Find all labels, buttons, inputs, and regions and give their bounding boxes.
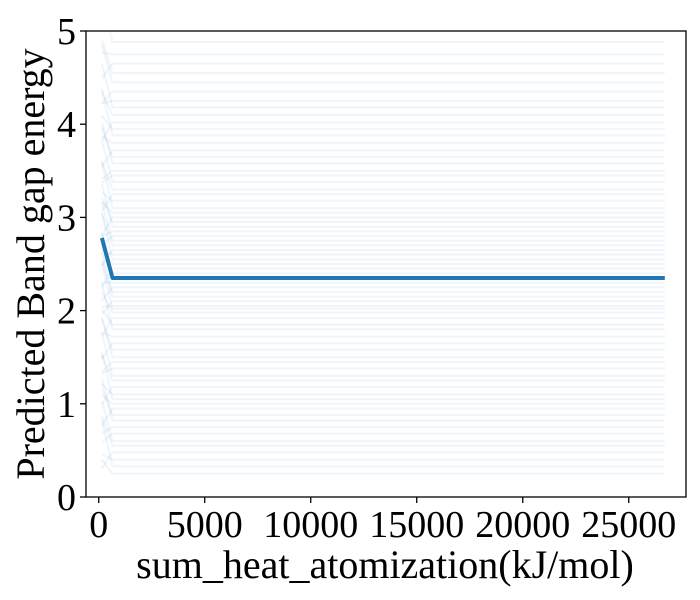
ice-curve xyxy=(101,383,665,396)
ice-curve xyxy=(101,286,665,302)
ice-curve xyxy=(100,39,665,74)
ice-curve xyxy=(101,191,665,202)
y-tick-label: 0 xyxy=(57,477,76,519)
ice-curve xyxy=(101,300,665,315)
ice-curve xyxy=(100,260,665,298)
ice-curve xyxy=(101,386,665,406)
ice-curve xyxy=(100,183,665,228)
ice-curve xyxy=(100,213,665,247)
x-tick-label: 10000 xyxy=(263,504,358,546)
ice-curve xyxy=(100,196,665,224)
ice-curve xyxy=(101,121,665,142)
ice-curve xyxy=(101,169,665,180)
ice-curve xyxy=(101,250,665,256)
y-tick-label: 1 xyxy=(57,384,76,426)
x-axis-ticks: 0 5000 10000 15000 20000 25000 xyxy=(89,497,676,546)
x-tick-label: 25000 xyxy=(581,504,676,546)
ice-curve xyxy=(100,419,665,468)
ice-curve xyxy=(101,135,665,144)
ice-curve xyxy=(100,332,665,377)
ice-curve xyxy=(101,290,665,314)
ice-curve xyxy=(101,149,665,168)
y-axis-label: Predicted Band gap energy xyxy=(8,48,53,479)
ice-curve xyxy=(100,318,665,351)
ice-curve xyxy=(101,317,665,338)
plot-frame xyxy=(85,30,687,498)
ice-curve xyxy=(101,453,665,461)
ice-curve xyxy=(100,213,665,261)
ice-curve xyxy=(101,249,665,266)
ice-curve xyxy=(100,122,665,165)
x-tick-label: 0 xyxy=(89,504,108,546)
ice-curves xyxy=(100,31,665,475)
ice-curve xyxy=(101,174,665,184)
ice-curve xyxy=(101,62,665,79)
ice-curve xyxy=(100,161,665,191)
ice-curve xyxy=(100,387,665,416)
x-tick-label: 5000 xyxy=(167,504,243,546)
y-tick-label: 4 xyxy=(57,104,76,146)
ice-curve xyxy=(100,317,665,359)
ice-curve xyxy=(101,230,665,237)
ice-curve xyxy=(101,115,665,130)
ice-curve xyxy=(100,282,665,331)
ice-curve xyxy=(101,267,665,288)
ice-curve xyxy=(101,308,665,326)
y-tick-label: 5 xyxy=(57,11,76,53)
ice-curve xyxy=(101,451,665,470)
ice-curve xyxy=(100,201,665,242)
ice-curve xyxy=(100,415,665,447)
ice-curve xyxy=(101,51,665,56)
ice-curve xyxy=(100,161,665,210)
x-axis-label: sum_heat_atomization(kJ/mol) xyxy=(136,542,634,587)
x-tick-label: 20000 xyxy=(475,504,570,546)
ice-curve xyxy=(101,200,665,214)
ice-curve xyxy=(101,367,665,375)
ice-curve xyxy=(101,432,665,444)
ice-curve xyxy=(100,400,665,443)
ice-curve xyxy=(101,393,665,405)
ice-curve xyxy=(100,352,665,401)
ice-curve xyxy=(101,90,665,104)
ice-curve xyxy=(100,256,665,293)
ice-curve xyxy=(100,44,665,84)
average-pdp-line xyxy=(99,237,665,280)
ice-curve xyxy=(101,342,665,360)
ice-curve xyxy=(100,354,665,382)
ice-curve xyxy=(101,235,665,248)
ice-curve xyxy=(101,426,665,435)
x-tick-label: 15000 xyxy=(369,504,464,546)
ice-curve xyxy=(100,127,665,158)
ice-curve xyxy=(101,331,665,338)
ice-curve xyxy=(100,63,665,109)
ice-curve xyxy=(108,31,665,44)
y-tick-label: 3 xyxy=(57,197,76,239)
ice-curve xyxy=(101,459,665,475)
ice-curve xyxy=(100,378,665,422)
ice-curve xyxy=(100,140,665,183)
ice-curve xyxy=(101,407,665,427)
y-axis-ticks: 0 1 2 3 4 5 xyxy=(57,11,86,519)
ice-curve xyxy=(101,360,665,373)
ice-curve xyxy=(100,263,665,310)
ice-curve xyxy=(100,91,665,116)
ice-curve xyxy=(100,88,665,137)
y-tick-label: 2 xyxy=(57,291,76,333)
ice-curve xyxy=(101,193,665,212)
ice-curve xyxy=(101,304,665,308)
ice-curve xyxy=(101,216,665,236)
ice-curve xyxy=(101,99,665,105)
